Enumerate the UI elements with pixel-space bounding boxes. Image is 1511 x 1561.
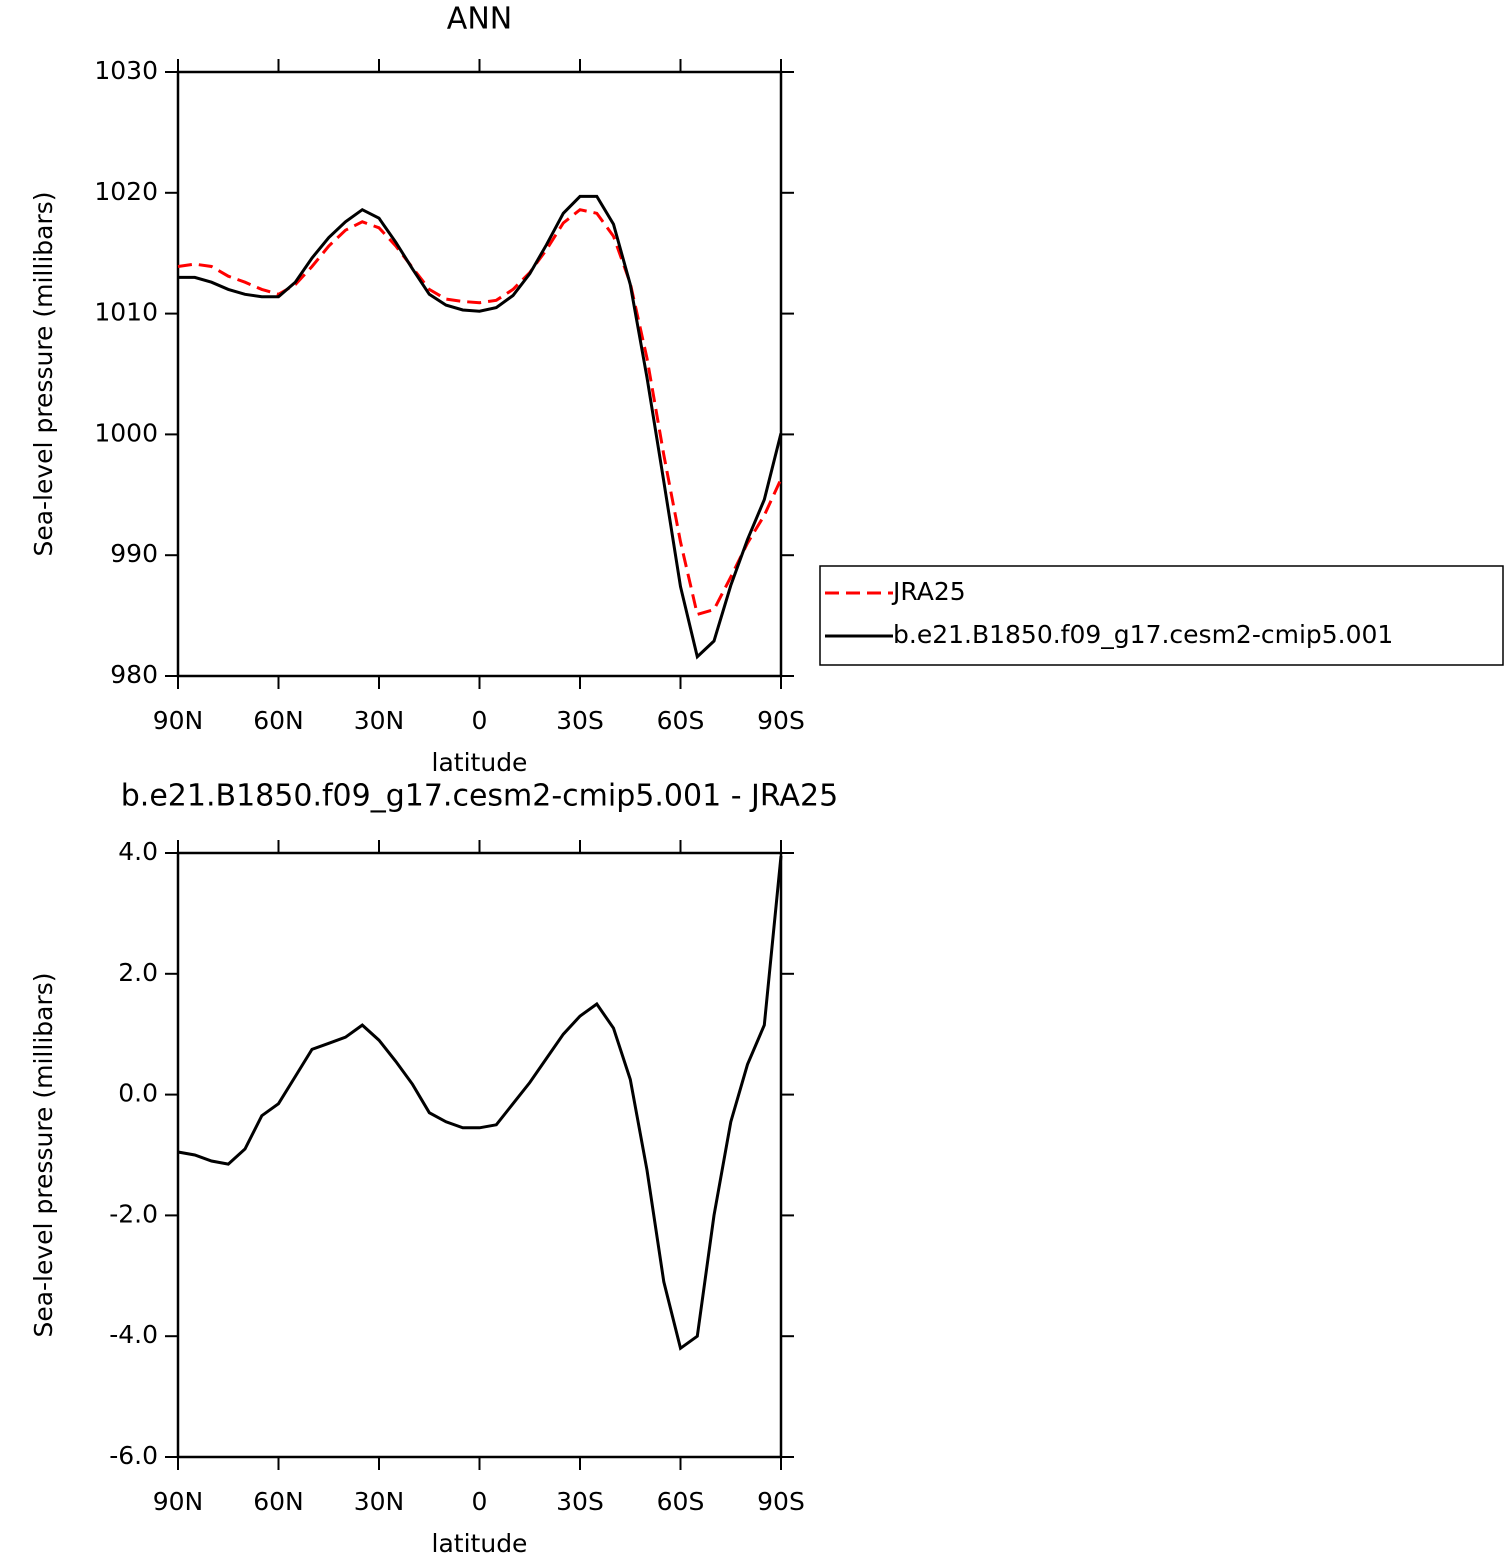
- chart-title: ANN: [447, 2, 512, 37]
- y-tick-label: -2.0: [109, 1199, 158, 1228]
- x-tick-label: 30N: [354, 706, 405, 735]
- y-tick-label: -6.0: [109, 1441, 158, 1470]
- y-tick-label: 0.0: [118, 1079, 158, 1108]
- x-tick-label: 0: [472, 706, 488, 735]
- x-tick-label: 30N: [354, 1487, 405, 1516]
- x-axis-label: latitude: [432, 748, 528, 777]
- y-tick-label: 990: [110, 539, 158, 568]
- x-tick-label: 0: [472, 1487, 488, 1516]
- x-axis-label: latitude: [432, 1529, 528, 1558]
- y-axis-label: Sea-level pressure (millibars): [29, 972, 58, 1337]
- chart-title: b.e21.B1850.f09_g17.cesm2-cmip5.001 - JR…: [121, 779, 838, 814]
- x-tick-label: 60S: [657, 1487, 705, 1516]
- y-tick-label: 2.0: [118, 958, 158, 987]
- y-tick-label: 980: [110, 660, 158, 689]
- y-tick-label: 1010: [94, 298, 158, 327]
- plot-frame: [176, 851, 783, 1459]
- x-tick-label: 90N: [153, 706, 204, 735]
- y-tick-label: -4.0: [109, 1320, 158, 1349]
- x-tick-label: 60N: [253, 706, 304, 735]
- data-line: [178, 194, 783, 660]
- data-line: [177, 855, 783, 1351]
- x-tick-label: 90N: [153, 1487, 204, 1516]
- x-tick-label: 60S: [657, 706, 705, 735]
- y-tick-label: 1030: [94, 56, 158, 85]
- x-tick-label: 90S: [757, 1487, 805, 1516]
- y-axis-label: Sea-level pressure (millibars): [29, 191, 58, 556]
- x-tick-label: 60N: [253, 1487, 304, 1516]
- data-line: [177, 208, 783, 617]
- y-tick-label: 1000: [94, 418, 158, 447]
- x-tick-label: 30S: [556, 706, 604, 735]
- x-tick-label: 90S: [757, 706, 805, 735]
- x-tick-label: 30S: [556, 1487, 604, 1516]
- y-tick-label: 1020: [94, 177, 158, 206]
- legend-box: [819, 565, 1504, 666]
- y-tick-label: 4.0: [118, 837, 158, 866]
- legend-label: b.e21.B1850.f09_g17.cesm2-cmip5.001: [893, 620, 1393, 649]
- legend-label: JRA25: [891, 577, 966, 606]
